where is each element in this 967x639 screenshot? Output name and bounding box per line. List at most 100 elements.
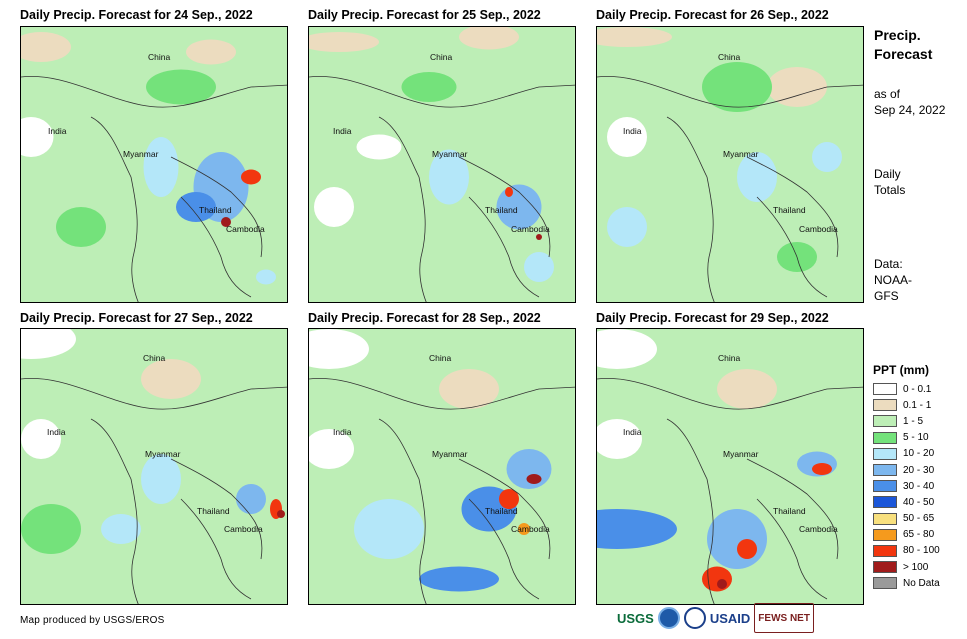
precip-area: [597, 419, 642, 459]
label-cambodia: Cambodia: [799, 524, 838, 534]
label-cambodia: Cambodia: [799, 224, 838, 234]
label-india: India: [47, 427, 66, 437]
label-thailand: Thailand: [485, 506, 518, 516]
panel-title-4: Daily Precip. Forecast for 27 Sep., 2022: [20, 311, 253, 325]
legend-item: 0 - 0.1: [873, 381, 963, 397]
precip-area: [141, 359, 201, 399]
precip-raster: [309, 27, 575, 302]
legend-swatch: [873, 464, 897, 477]
legend-item: 0.1 - 1: [873, 397, 963, 413]
country-border: [21, 377, 287, 410]
legend-item: 50 - 65: [873, 511, 963, 527]
legend-items: 0 - 0.1 0.1 - 1 1 - 5 5 - 10 10 - 20 20 - 30 3…: [873, 381, 963, 591]
precip-area: [717, 579, 727, 589]
precip-area: [439, 369, 499, 409]
legend-swatch: [873, 577, 897, 590]
precip-area: [419, 566, 499, 592]
sidebar-title-line1: Precip.: [874, 27, 921, 43]
forecast-map-28-sep: China India Myanmar Thailand Cambodia: [308, 328, 576, 605]
country-border: [666, 116, 715, 302]
precip-area: [21, 32, 71, 62]
precip-area: [459, 27, 519, 50]
as-of-date: as of Sep 24, 2022: [874, 86, 945, 118]
label-china: China: [148, 52, 171, 62]
precip-area: [309, 329, 369, 369]
label-india: India: [623, 427, 642, 437]
precip-area: [702, 566, 732, 592]
country-border: [458, 156, 551, 258]
precip-area: [256, 269, 276, 285]
precip-area: [526, 474, 542, 484]
legend-label: 80 - 100: [903, 545, 940, 557]
legend-item: 10 - 20: [873, 446, 963, 462]
legend-swatch: [873, 415, 897, 428]
precip-area: [737, 539, 757, 559]
precip-area: [401, 72, 457, 102]
panel-title-6: Daily Precip. Forecast for 29 Sep., 2022: [596, 311, 829, 325]
legend-swatch: [873, 512, 897, 525]
precip-area: [56, 207, 106, 247]
precip-area: [506, 449, 552, 489]
data-source-line3: GFS: [874, 289, 899, 303]
legend-item: No Data: [873, 575, 963, 591]
precip-area: [354, 499, 424, 559]
legend-title: PPT (mm): [873, 363, 930, 377]
precip-area: [356, 134, 402, 160]
data-source-note: Data: NOAA- GFS: [874, 256, 912, 304]
legend-label: 40 - 50: [903, 496, 935, 508]
usaid-logo: USAID: [709, 610, 751, 626]
legend-label: 5 - 10: [903, 432, 929, 444]
legend-label: 20 - 30: [903, 464, 935, 476]
legend-label: 0.1 - 1: [903, 399, 932, 411]
precip-area: [241, 169, 261, 185]
precip-area: [21, 504, 81, 554]
precip-area: [812, 142, 842, 172]
country-border: [756, 498, 828, 600]
legend-swatch: [873, 431, 897, 444]
country-border: [666, 418, 715, 604]
precip-area: [21, 419, 61, 459]
legend-swatch: [873, 544, 897, 557]
country-border: [378, 418, 427, 604]
precip-raster: [597, 27, 863, 302]
country-border: [458, 458, 551, 560]
legend-swatch: [873, 399, 897, 412]
country-border: [746, 156, 839, 258]
precip-raster: [21, 329, 287, 604]
label-cambodia: Cambodia: [511, 524, 550, 534]
country-border: [468, 196, 540, 298]
country-border: [597, 377, 863, 410]
daily-totals-note: Daily Totals: [874, 166, 905, 198]
label-thailand: Thailand: [773, 506, 806, 516]
country-border: [90, 418, 139, 604]
precip-area: [499, 489, 519, 509]
precip-raster: [597, 329, 863, 604]
panel-title-5: Daily Precip. Forecast for 28 Sep., 2022: [308, 311, 541, 325]
legend-item: 5 - 10: [873, 430, 963, 446]
country-border: [90, 116, 139, 302]
label-cambodia: Cambodia: [226, 224, 265, 234]
usaid-seal-icon: [683, 607, 706, 629]
legend-swatch: [873, 496, 897, 509]
legend-label: 30 - 40: [903, 480, 935, 492]
precip-area: [236, 484, 266, 514]
precip-area: [505, 187, 513, 197]
precip-area: [717, 369, 777, 409]
legend-swatch: [873, 528, 897, 541]
precip-area: [524, 252, 554, 282]
precip-area: [707, 509, 767, 569]
label-thailand: Thailand: [485, 205, 518, 215]
precip-area: [141, 454, 181, 504]
precip-area: [186, 39, 236, 65]
panel-title-2: Daily Precip. Forecast for 25 Sep., 2022: [308, 8, 541, 22]
legend-label: > 100: [903, 561, 929, 573]
label-myanmar: Myanmar: [123, 149, 159, 159]
country-border: [746, 458, 839, 560]
legend-item: 80 - 100: [873, 543, 963, 559]
legend-label: 50 - 65: [903, 513, 935, 525]
country-border: [309, 377, 575, 410]
legend-item: 40 - 50: [873, 494, 963, 510]
precip-area: [737, 152, 777, 202]
country-border: [468, 498, 540, 600]
precip-raster: [21, 32, 287, 302]
